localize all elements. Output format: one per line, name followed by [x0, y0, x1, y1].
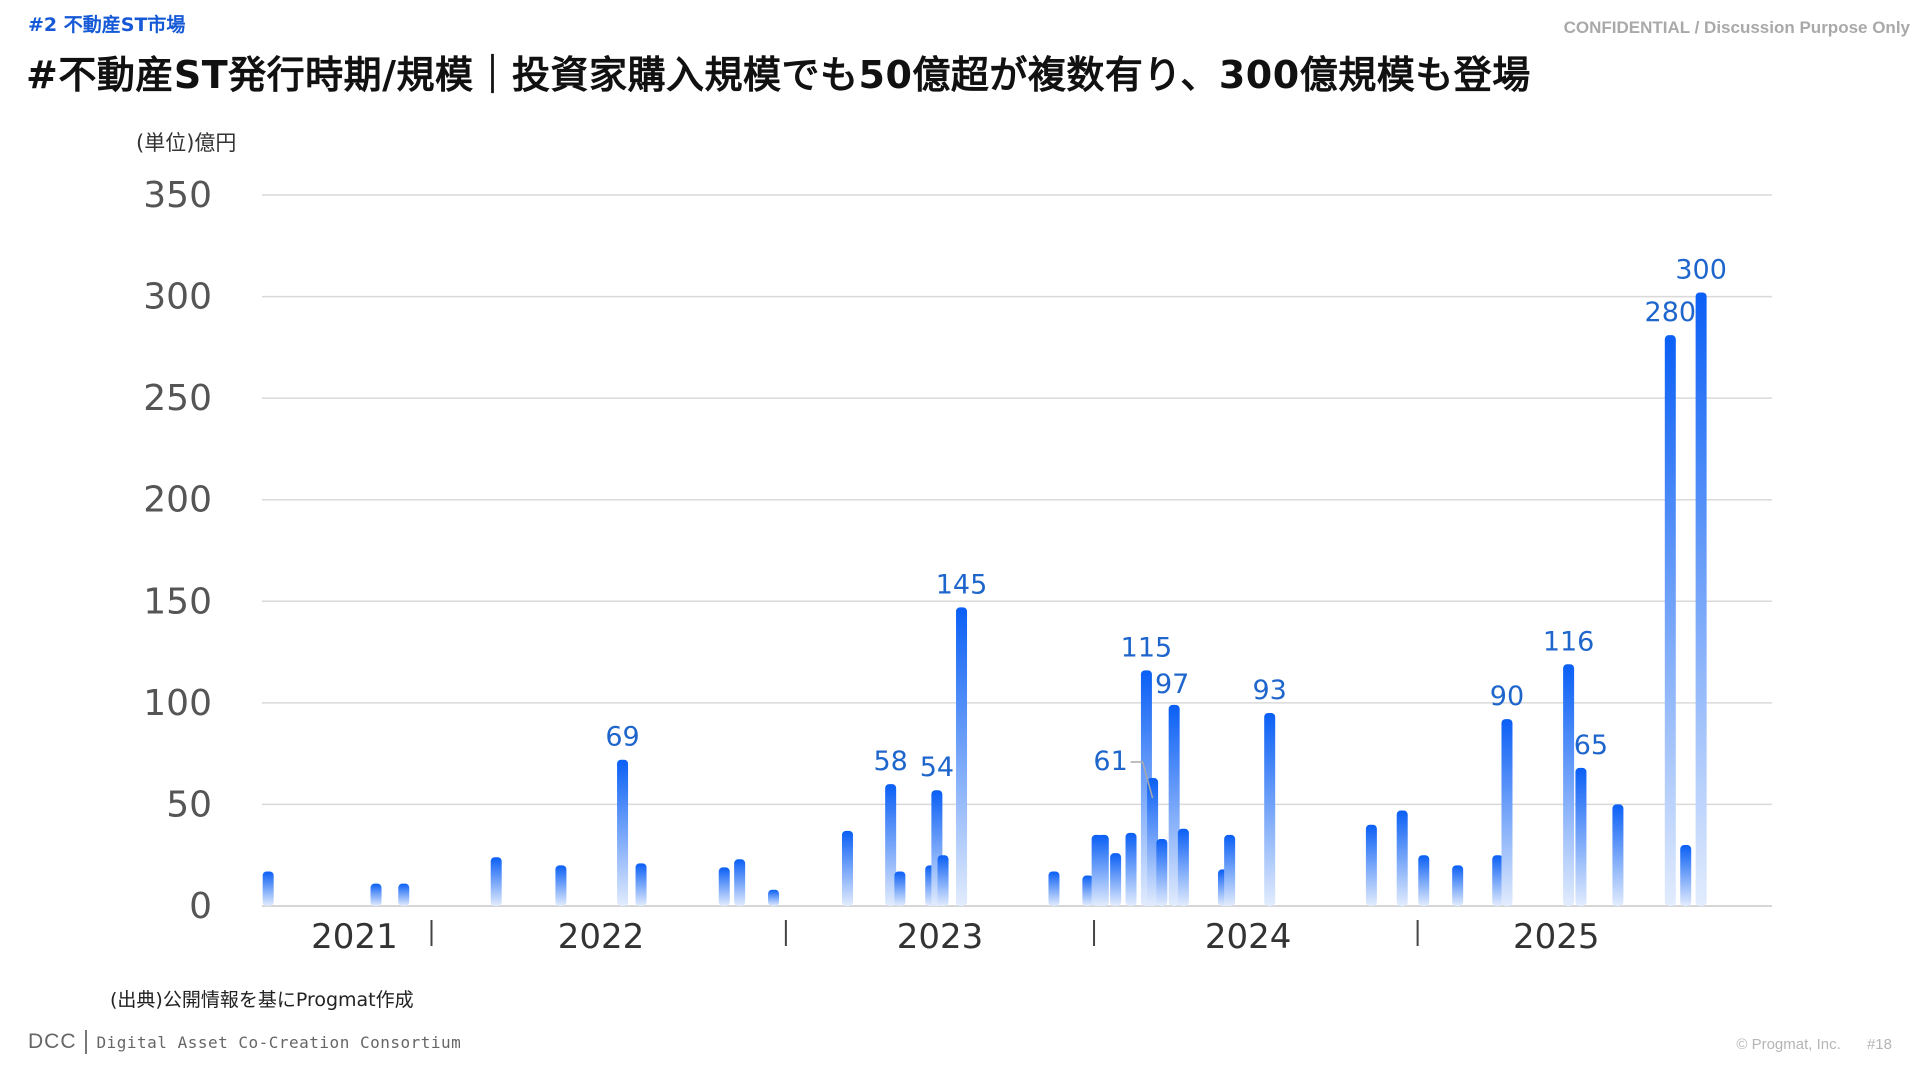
data-label: 54 [920, 752, 954, 783]
bar [370, 883, 382, 906]
bar [617, 759, 629, 906]
y-tick-label: 300 [143, 277, 212, 318]
bar [842, 830, 854, 906]
bar [956, 607, 968, 906]
y-tick-label: 350 [143, 175, 212, 216]
data-label: 115 [1121, 632, 1173, 663]
bar [1418, 855, 1430, 906]
data-label: 145 [936, 569, 988, 600]
x-year-label: 2021 [311, 917, 398, 957]
y-tick-label: 50 [166, 784, 212, 825]
bar [1664, 335, 1676, 906]
bar [1147, 778, 1159, 906]
x-year-label: 2025 [1513, 917, 1600, 957]
bar [262, 871, 274, 906]
y-axis-unit-label: (単位)億円 [136, 131, 236, 155]
bar [1224, 834, 1236, 906]
data-label: 90 [1490, 681, 1524, 712]
bar [718, 867, 730, 906]
dcc-logo: DCC [28, 1030, 77, 1053]
page-number: #18 [1866, 1036, 1892, 1053]
copyright-text: © Progmat, Inc. [1736, 1036, 1841, 1053]
bar [1177, 828, 1189, 906]
bar [1082, 875, 1094, 906]
bar [398, 883, 410, 906]
y-tick-label: 100 [143, 683, 212, 724]
chart-container: (単位)億円 0 50 100 150 200 250 300 350 69 58 54 145 115 6… [0, 120, 1920, 970]
y-tick-label: 0 [189, 886, 212, 927]
y-tick-label: 150 [143, 581, 212, 622]
bar [1452, 865, 1464, 906]
y-tick-label: 200 [143, 480, 212, 521]
bar [1125, 832, 1137, 906]
footer-divider [84, 1030, 87, 1054]
bar [490, 857, 502, 906]
page-title: #不動産ST発行時期/規模｜投資家購入規模でも50億超が複数有り、300億規模も… [26, 53, 1531, 97]
data-label: 300 [1675, 255, 1727, 286]
data-label: 58 [873, 746, 907, 777]
data-label: 69 [605, 722, 639, 753]
x-year-label: 2022 [558, 917, 645, 957]
data-label: 116 [1543, 626, 1595, 657]
bar [1612, 804, 1624, 906]
bar [1492, 855, 1504, 906]
label-leader-line [1130, 761, 1154, 799]
data-label: 93 [1253, 675, 1287, 706]
bar [1156, 838, 1168, 906]
bar [1264, 713, 1276, 906]
bar [1365, 824, 1377, 906]
bar [1396, 810, 1408, 906]
data-label: 280 [1645, 297, 1697, 328]
bar [1563, 664, 1575, 906]
footer-org-name: Digital Asset Co-Creation Consortium [96, 1032, 462, 1052]
bar [734, 859, 746, 906]
bar-chart: (単位)億円 0 50 100 150 200 250 300 350 69 58 54 145 115 6… [136, 131, 1772, 957]
footer-meta: © Progmat, Inc. #18 [1736, 1036, 1892, 1053]
footer-brand: DCC Digital Asset Co-Creation Consortium [28, 1030, 461, 1054]
data-label: 65 [1574, 730, 1608, 761]
bar [894, 871, 906, 906]
bar [1695, 292, 1707, 907]
bar [937, 855, 949, 906]
source-note: (出典)公開情報を基にProgmat作成 [110, 989, 414, 1011]
confidential-notice: CONFIDENTIAL / Discussion Purpose Only [1563, 18, 1910, 37]
x-year-label: 2024 [1205, 917, 1292, 957]
bar [1110, 853, 1122, 906]
data-label: 61 [1093, 746, 1127, 777]
x-year-label: 2023 [897, 917, 984, 957]
bar [1501, 719, 1513, 906]
section-tag: #2 不動産ST市場 [28, 14, 186, 36]
bar [1680, 845, 1692, 906]
bar [1575, 767, 1587, 906]
bar [1097, 834, 1109, 906]
bar [885, 784, 897, 906]
bar [555, 865, 567, 906]
data-label: 97 [1155, 669, 1189, 700]
bar [1168, 704, 1180, 906]
bar [635, 863, 647, 906]
y-tick-label: 250 [143, 378, 212, 419]
bar [1048, 871, 1060, 906]
bar [768, 889, 780, 906]
